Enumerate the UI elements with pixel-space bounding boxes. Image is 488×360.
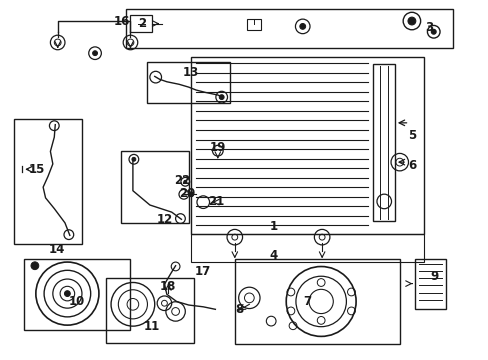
Circle shape: [92, 51, 97, 55]
Bar: [24, 258, 130, 330]
Text: 14: 14: [48, 243, 65, 256]
Text: 15: 15: [29, 163, 45, 176]
Bar: [130, 15, 152, 32]
Circle shape: [31, 262, 39, 270]
Text: 13: 13: [183, 66, 199, 78]
Circle shape: [183, 180, 186, 183]
Bar: [106, 278, 193, 342]
Circle shape: [430, 29, 435, 34]
Text: 16: 16: [114, 14, 130, 27]
Text: 1: 1: [269, 220, 277, 233]
Bar: [191, 57, 423, 234]
Bar: [234, 258, 399, 344]
Text: 8: 8: [235, 303, 244, 316]
Bar: [191, 234, 423, 262]
Text: 12: 12: [156, 213, 172, 226]
Bar: [414, 258, 445, 309]
Text: 3: 3: [424, 21, 432, 33]
Text: 21: 21: [208, 195, 224, 208]
Text: 19: 19: [209, 141, 225, 154]
Text: 18: 18: [160, 280, 176, 293]
Bar: [14, 119, 82, 244]
Circle shape: [188, 192, 193, 197]
Text: 17: 17: [195, 265, 211, 278]
Circle shape: [219, 95, 224, 100]
Bar: [147, 62, 229, 103]
Circle shape: [64, 291, 70, 297]
Text: 11: 11: [144, 320, 160, 333]
Circle shape: [299, 23, 305, 29]
Text: 2: 2: [138, 17, 146, 30]
Bar: [372, 64, 394, 221]
Text: 9: 9: [430, 270, 438, 283]
Text: 4: 4: [269, 248, 277, 261]
Circle shape: [132, 157, 136, 161]
Circle shape: [407, 17, 415, 25]
Text: 20: 20: [179, 187, 195, 200]
Text: 5: 5: [407, 129, 415, 142]
Text: 22: 22: [174, 174, 190, 187]
Bar: [125, 9, 452, 48]
Text: 6: 6: [407, 159, 415, 172]
Bar: [121, 152, 188, 223]
Text: 10: 10: [69, 295, 85, 308]
Bar: [246, 18, 261, 30]
Text: 7: 7: [303, 295, 311, 308]
